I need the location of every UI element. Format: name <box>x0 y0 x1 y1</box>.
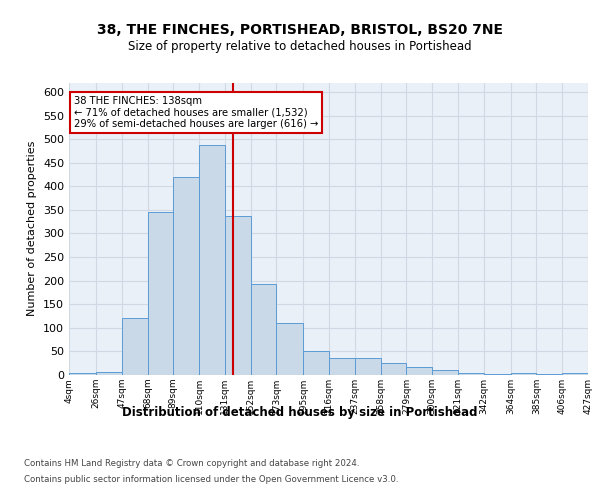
Bar <box>380 363 406 375</box>
Bar <box>251 284 277 375</box>
Bar <box>148 212 173 375</box>
Bar <box>511 373 536 375</box>
Bar <box>173 177 199 375</box>
Bar <box>69 372 96 375</box>
Y-axis label: Number of detached properties: Number of detached properties <box>28 141 37 316</box>
Bar <box>484 374 511 375</box>
Bar <box>96 372 122 375</box>
Bar <box>536 374 562 375</box>
Bar <box>122 318 148 375</box>
Text: Distribution of detached houses by size in Portishead: Distribution of detached houses by size … <box>122 406 478 419</box>
Text: Contains public sector information licensed under the Open Government Licence v3: Contains public sector information licen… <box>24 474 398 484</box>
Bar <box>355 358 380 375</box>
Bar <box>329 358 355 375</box>
Bar <box>562 372 588 375</box>
Bar <box>277 323 304 375</box>
Text: 38 THE FINCHES: 138sqm
← 71% of detached houses are smaller (1,532)
29% of semi-: 38 THE FINCHES: 138sqm ← 71% of detached… <box>74 96 318 129</box>
Text: Size of property relative to detached houses in Portishead: Size of property relative to detached ho… <box>128 40 472 53</box>
Bar <box>199 145 225 375</box>
Bar <box>432 370 458 375</box>
Bar <box>225 216 251 375</box>
Bar <box>304 352 329 375</box>
Bar <box>458 372 484 375</box>
Bar <box>406 366 432 375</box>
Text: Contains HM Land Registry data © Crown copyright and database right 2024.: Contains HM Land Registry data © Crown c… <box>24 460 359 468</box>
Text: 38, THE FINCHES, PORTISHEAD, BRISTOL, BS20 7NE: 38, THE FINCHES, PORTISHEAD, BRISTOL, BS… <box>97 22 503 36</box>
